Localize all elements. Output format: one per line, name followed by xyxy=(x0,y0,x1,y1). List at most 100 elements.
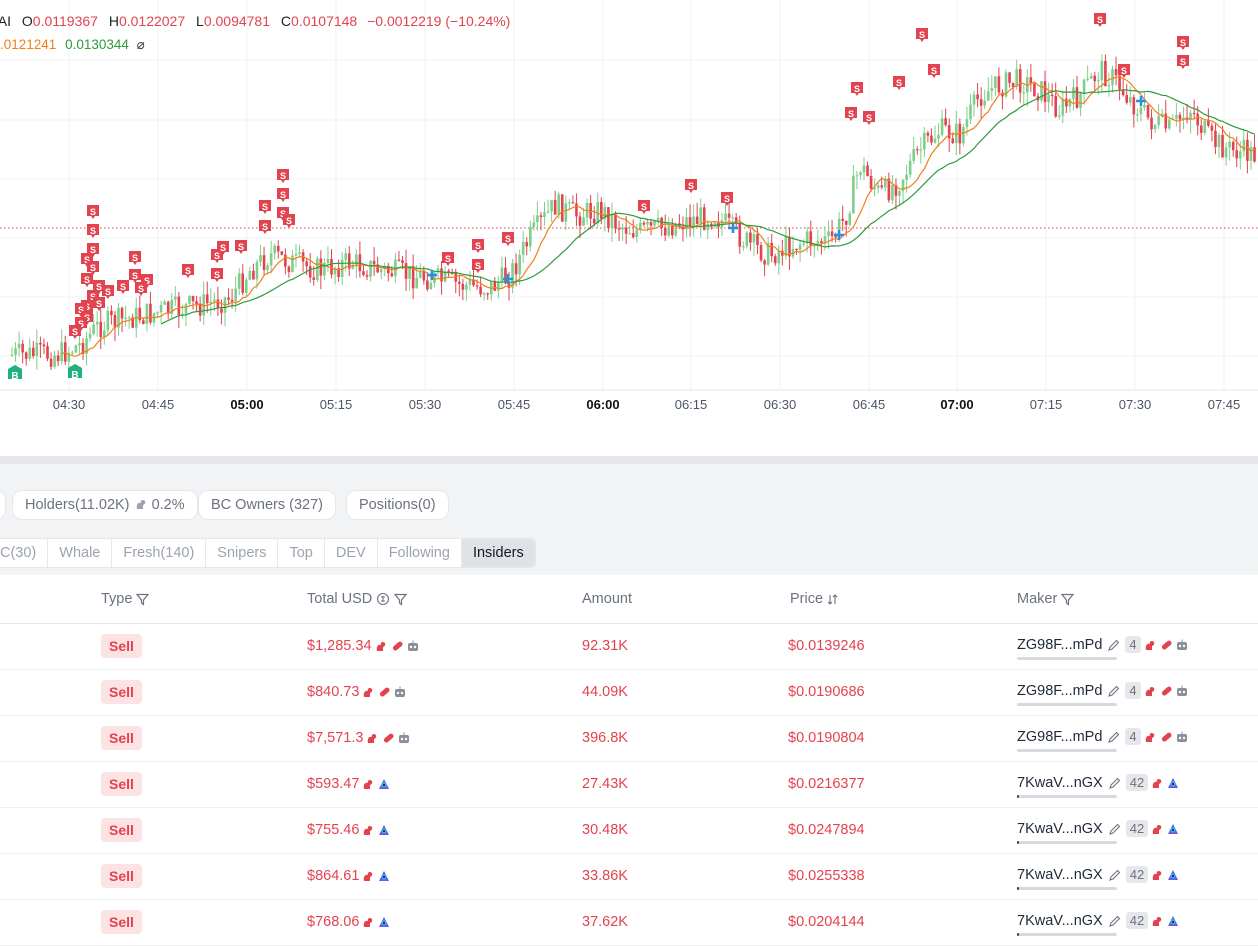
candle-body xyxy=(788,236,791,257)
filter-tab-top[interactable]: Top xyxy=(278,539,325,567)
candle-body xyxy=(411,266,415,289)
tab-positions[interactable]: Positions(0) xyxy=(346,490,449,520)
candle-body xyxy=(1004,72,1008,97)
tab-trades-truncated[interactable] xyxy=(0,490,6,520)
maker-cell[interactable]: 7KwaV...nGX 42 xyxy=(1017,866,1180,883)
candle-body xyxy=(738,223,742,247)
sell-marker-badge xyxy=(259,220,271,234)
candle-body xyxy=(312,277,316,280)
header-maker[interactable]: Maker xyxy=(1017,591,1075,607)
currency-toggle-icon[interactable] xyxy=(376,592,390,606)
candle-body xyxy=(294,253,298,256)
legend-low-value: 0.0094781 xyxy=(203,13,271,29)
filter-tab-snipers[interactable]: Snipers xyxy=(206,539,279,567)
candle-body xyxy=(777,250,781,264)
squirrel-icon xyxy=(365,731,379,745)
candle-body xyxy=(848,213,852,225)
edit-icon[interactable] xyxy=(1108,776,1122,790)
buy-marker-label: B xyxy=(71,370,78,381)
total-usd-cell: $755.46 xyxy=(307,822,391,838)
table-row[interactable]: Sell $7,571.3 396.8K $0.0190804 ZG98F...mPd 4 xyxy=(0,716,1258,762)
candle-body xyxy=(259,255,262,262)
tab-holders[interactable]: Holders(11.02K) 0.2% xyxy=(12,490,198,520)
candle-body xyxy=(60,342,63,362)
sell-marker-label: S xyxy=(78,319,84,329)
tab-bc-owners[interactable]: BC Owners (327) xyxy=(198,490,337,520)
bot-icon xyxy=(1175,684,1189,698)
candle-body xyxy=(1043,81,1047,103)
filter-tab-insiders[interactable]: Insiders xyxy=(461,539,535,567)
edit-icon[interactable] xyxy=(1108,822,1122,836)
candle-body xyxy=(575,203,578,217)
maker-address[interactable]: 7KwaV...nGX xyxy=(1017,774,1103,791)
maker-cell[interactable]: 7KwaV...nGX 42 xyxy=(1017,820,1180,837)
table-row[interactable]: Sell $768.06 37.62K $0.0204144 7KwaV...nGX 42 xyxy=(0,900,1258,946)
header-type[interactable]: Type xyxy=(101,591,150,607)
maker-address[interactable]: 7KwaV...nGX xyxy=(1017,866,1103,883)
maker-address[interactable]: ZG98F...mPd xyxy=(1017,728,1103,745)
sell-marker-badge xyxy=(182,264,194,278)
edit-icon[interactable] xyxy=(1107,730,1121,744)
time-tick-label: 06:30 xyxy=(763,397,797,412)
edit-icon[interactable] xyxy=(1108,868,1122,882)
table-row[interactable]: Sell $755.46 30.48K $0.0247894 7KwaV...nGX 42 xyxy=(0,808,1258,854)
table-row[interactable]: Sell $1,285.34 92.31K $0.0139246 ZG98F...mPd… xyxy=(0,624,1258,670)
maker-address[interactable]: ZG98F...mPd xyxy=(1017,636,1103,653)
candle-body xyxy=(699,207,702,224)
sort-icon[interactable] xyxy=(827,593,838,606)
candle-body xyxy=(269,253,273,266)
candle-body xyxy=(14,348,17,355)
sell-marker-label: S xyxy=(286,216,292,226)
filter-icon[interactable] xyxy=(1061,593,1075,606)
total-usd-value: $864.61 xyxy=(307,868,360,884)
hide-indicator-icon[interactable]: ⌀ xyxy=(136,37,145,52)
filter-tab-c[interactable]: C(30) xyxy=(0,539,49,567)
cross-marker xyxy=(1136,96,1146,106)
maker-holding-bar xyxy=(1017,841,1117,844)
maker-address[interactable]: ZG98F...mPd xyxy=(1017,682,1103,699)
eye-icon xyxy=(1166,914,1180,928)
table-row[interactable]: Sell $593.47 27.43K $0.0216377 7KwaV...nGX 42 xyxy=(0,762,1258,808)
maker-cell[interactable]: ZG98F...mPd 4 xyxy=(1017,682,1189,699)
filter-tab-dev[interactable]: DEV xyxy=(325,539,378,567)
candle-body xyxy=(830,231,834,237)
filter-tab-following[interactable]: Following xyxy=(378,539,462,567)
candle-body xyxy=(35,342,39,357)
maker-address[interactable]: 7KwaV...nGX xyxy=(1017,820,1103,837)
header-price[interactable]: Price xyxy=(790,591,838,607)
sell-marker-badge xyxy=(87,205,99,219)
edit-icon[interactable] xyxy=(1107,684,1121,698)
maker-cell[interactable]: ZG98F...mPd 4 xyxy=(1017,728,1189,745)
candle-body xyxy=(688,217,692,227)
holders-label: Holders(11.02K) xyxy=(25,497,130,513)
trade-type-badge: Sell xyxy=(101,864,142,888)
filter-tab-whale[interactable]: Whale xyxy=(48,539,113,567)
filter-icon[interactable] xyxy=(394,593,408,606)
header-amount[interactable]: Amount xyxy=(582,591,632,607)
header-total-usd[interactable]: Total USD xyxy=(307,591,408,607)
candle-body xyxy=(930,135,933,143)
edit-icon[interactable] xyxy=(1108,914,1122,928)
sell-marker-badge xyxy=(117,280,129,294)
filter-tab-fresh[interactable]: Fresh(140) xyxy=(112,539,207,567)
candle-body xyxy=(901,179,905,192)
edit-icon[interactable] xyxy=(1107,638,1121,652)
candle-body xyxy=(1139,107,1143,115)
candle-body xyxy=(770,242,773,257)
maker-cell[interactable]: 7KwaV...nGX 42 xyxy=(1017,774,1180,791)
sell-marker-label: S xyxy=(724,194,730,204)
filter-icon[interactable] xyxy=(136,593,150,606)
candle-body xyxy=(1068,99,1072,107)
maker-address[interactable]: 7KwaV...nGX xyxy=(1017,912,1103,929)
maker-cell[interactable]: 7KwaV...nGX 42 xyxy=(1017,912,1180,929)
table-row[interactable]: Sell $864.61 33.86K $0.0255338 7KwaV...nGX 42 xyxy=(0,854,1258,900)
candle-body xyxy=(1224,147,1228,158)
candle-body xyxy=(944,118,947,126)
candle-body xyxy=(1160,113,1164,117)
time-tick-label: 06:00 xyxy=(586,397,620,412)
candle-body xyxy=(177,296,181,315)
table-row[interactable]: Sell $840.73 44.09K $0.0190686 ZG98F...mPd 4 xyxy=(0,670,1258,716)
maker-cell[interactable]: ZG98F...mPd 4 xyxy=(1017,636,1189,653)
